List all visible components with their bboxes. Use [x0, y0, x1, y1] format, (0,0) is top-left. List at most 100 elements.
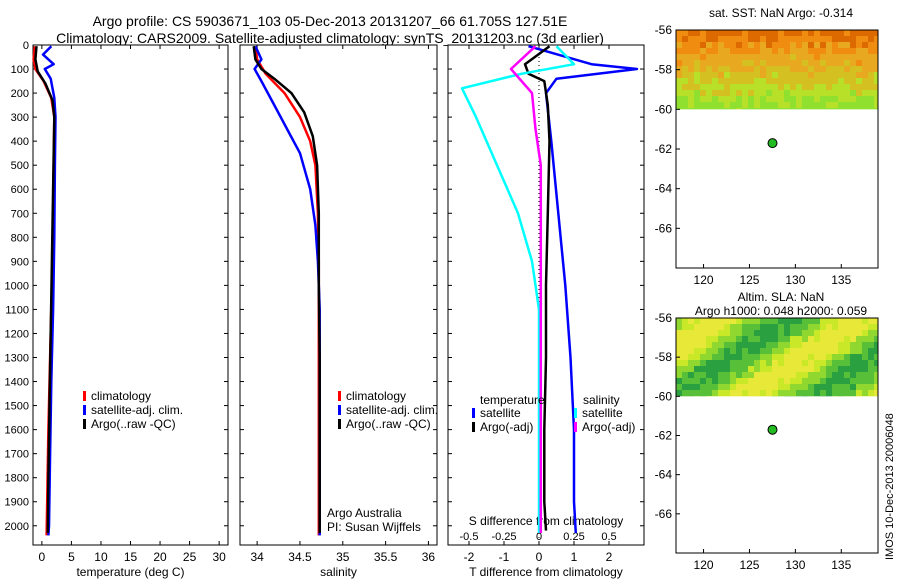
sla-map-field-cell	[754, 324, 760, 330]
sst-map-field-cell	[790, 72, 796, 78]
sst-map-y-tick-label: -64	[655, 182, 673, 196]
sst-map-y-tick-label: -60	[655, 102, 673, 116]
sst-map-field-cell	[766, 84, 772, 90]
sst-map-field-cell	[772, 90, 778, 96]
sla-map-field-cell	[796, 318, 802, 324]
sla-map-field-cell	[802, 348, 808, 354]
sla-map-x-tick-label: 120	[694, 558, 714, 572]
sla-map-field-cell	[688, 324, 694, 330]
sla-map-field-cell	[832, 390, 838, 396]
sla-map-field-cell	[688, 318, 694, 324]
sst-map-field-cell	[736, 102, 742, 108]
sst-map-field-cell	[676, 60, 682, 66]
sst-map-field-cell	[778, 108, 784, 110]
sla-map-field-cell	[760, 336, 766, 342]
sla-map-field-cell	[820, 366, 826, 372]
sst-map-field-cell	[772, 108, 778, 110]
sst-map-field-cell	[694, 60, 700, 66]
sla-map-field-cell	[706, 318, 712, 324]
sst-map-field-cell	[700, 78, 706, 84]
sst-map-field-cell	[724, 30, 730, 36]
sla-map-field-cell	[772, 390, 778, 396]
sla-map-field-cell	[814, 318, 820, 324]
sla-map-field-cell	[868, 342, 874, 348]
sla-map-field-cell	[832, 378, 838, 384]
sla-map-field-cell	[682, 330, 688, 336]
sla-map-field-cell	[856, 378, 862, 384]
sst-map-field-cell	[814, 96, 820, 102]
sla-map-field-cell	[694, 378, 700, 384]
sla-map-field-cell	[706, 378, 712, 384]
sla-map-field-cell	[682, 372, 688, 378]
sla-map-field-cell	[682, 384, 688, 390]
sla-map-field-cell	[844, 342, 850, 348]
sst-map-field-cell	[766, 36, 772, 42]
sst-map-field-cell	[688, 96, 694, 102]
sst-map-field-cell	[838, 48, 844, 54]
sla-map-field-cell	[808, 318, 814, 324]
sla-map-field-cell	[724, 330, 730, 336]
sst-map-field-cell	[784, 90, 790, 96]
sst-map-field-cell	[724, 72, 730, 78]
sst-map-x-tick-label: 135	[831, 273, 851, 287]
sst-map-field-cell	[802, 84, 808, 90]
sla-map-field-cell	[856, 342, 862, 348]
sla-map-field-cell	[850, 378, 856, 384]
sla-map-field-cell	[874, 360, 878, 366]
sla-map-field-cell	[688, 342, 694, 348]
sst-map-field-cell	[700, 36, 706, 42]
sla-map-field-cell	[790, 366, 796, 372]
depth-tick-label: 2000	[5, 521, 29, 533]
sla-map-field-cell	[790, 348, 796, 354]
sla-map-field-cell	[838, 384, 844, 390]
difference-x-tick-label: -2	[464, 550, 475, 564]
depth-tick-label: 1200	[5, 328, 29, 340]
sla-map-field-cell	[844, 366, 850, 372]
sla-map-field-cell	[820, 378, 826, 384]
sst-map-field-cell	[790, 102, 796, 108]
sla-map-field-cell	[844, 354, 850, 360]
salinity-x-tick-label: 35	[336, 550, 350, 564]
sst-map-field-cell	[862, 66, 868, 72]
sla-map-field-cell	[874, 342, 878, 348]
sla-map-field-cell	[796, 336, 802, 342]
sst-map-field-cell	[754, 48, 760, 54]
sla-map-field-cell	[856, 354, 862, 360]
sla-map-field-cell	[712, 348, 718, 354]
sla-map-field-cell	[742, 318, 748, 324]
sst-map-field-cell	[844, 60, 850, 66]
sst-map-field-cell	[682, 78, 688, 84]
sla-map-field-cell	[844, 378, 850, 384]
sla-map-field-cell	[802, 378, 808, 384]
sla-map-field-cell	[694, 360, 700, 366]
sla-map-field-cell	[694, 384, 700, 390]
sst-map-field-cell	[718, 66, 724, 72]
sla-map-field-cell	[832, 342, 838, 348]
sla-map-field-cell	[796, 372, 802, 378]
sst-map-field-cell	[772, 102, 778, 108]
sla-map-x-tick-label: 125	[739, 558, 759, 572]
sst-map-field-cell	[760, 36, 766, 42]
sst-map-field-cell	[718, 48, 724, 54]
sla-map-field-cell	[742, 378, 748, 384]
sla-map-field-cell	[862, 336, 868, 342]
sst-map-field-cell	[730, 72, 736, 78]
sst-map-field-cell	[808, 96, 814, 102]
sla-map-field-cell	[706, 336, 712, 342]
sst-map-field-cell	[676, 90, 682, 96]
sst-map-field-cell	[736, 84, 742, 90]
sla-map-field-cell	[838, 354, 844, 360]
sst-map-field-cell	[802, 78, 808, 84]
sst-map-field-cell	[742, 96, 748, 102]
sst-map-field-cell	[868, 42, 874, 48]
difference-x-tick-label: 1	[571, 550, 578, 564]
sst-map-field-cell	[748, 78, 754, 84]
depth-tick-label: 300	[11, 112, 29, 124]
sst-map-field-cell	[814, 108, 820, 110]
sla-map-field-cell	[706, 330, 712, 336]
sla-map-field-cell	[814, 366, 820, 372]
sla-map-field-cell	[730, 318, 736, 324]
sla-map-field-cell	[850, 324, 856, 330]
difference-legend-entry: Argo(-adj)	[582, 420, 635, 434]
sla-map-field-cell	[766, 372, 772, 378]
